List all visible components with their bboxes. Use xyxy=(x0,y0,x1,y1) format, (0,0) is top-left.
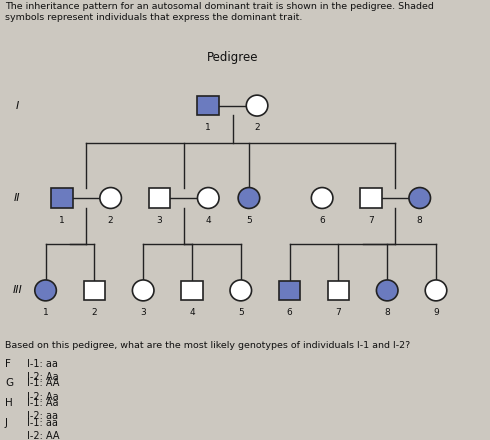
Ellipse shape xyxy=(197,187,219,209)
Text: 2: 2 xyxy=(254,123,260,132)
Bar xyxy=(197,96,219,115)
Bar xyxy=(360,188,382,208)
Text: 6: 6 xyxy=(287,308,293,317)
Text: 4: 4 xyxy=(189,308,195,317)
Text: III: III xyxy=(12,286,22,295)
Text: I-1: aa: I-1: aa xyxy=(27,418,58,428)
Bar xyxy=(84,281,105,300)
Text: I-1: AA: I-1: AA xyxy=(27,378,59,389)
Ellipse shape xyxy=(246,95,268,116)
Ellipse shape xyxy=(376,280,398,301)
Text: 3: 3 xyxy=(157,216,162,224)
Text: Pedigree: Pedigree xyxy=(207,51,258,64)
Bar xyxy=(148,188,170,208)
Text: I-2: Aa: I-2: Aa xyxy=(27,392,59,402)
Text: I-2: aa: I-2: aa xyxy=(27,411,58,422)
Text: 3: 3 xyxy=(140,308,146,317)
Ellipse shape xyxy=(132,280,154,301)
Text: symbols represent individuals that express the dominant trait.: symbols represent individuals that expre… xyxy=(5,13,302,22)
Text: G: G xyxy=(5,378,13,389)
Text: I-1: Aa: I-1: Aa xyxy=(27,398,58,408)
Text: 1: 1 xyxy=(59,216,65,224)
Text: 9: 9 xyxy=(433,308,439,317)
Text: I-2: AA: I-2: AA xyxy=(27,431,59,440)
Bar xyxy=(328,281,349,300)
Ellipse shape xyxy=(409,187,431,209)
Text: The inheritance pattern for an autosomal dominant trait is shown in the pedigree: The inheritance pattern for an autosomal… xyxy=(5,2,434,11)
Bar xyxy=(181,281,203,300)
Text: I-1: aa: I-1: aa xyxy=(27,359,58,369)
Text: 5: 5 xyxy=(238,308,244,317)
Text: Based on this pedigree, what are the most likely genotypes of individuals I-1 an: Based on this pedigree, what are the mos… xyxy=(5,341,410,350)
Text: F: F xyxy=(5,359,11,369)
Text: 6: 6 xyxy=(319,216,325,224)
Ellipse shape xyxy=(100,187,122,209)
Text: 4: 4 xyxy=(205,216,211,224)
Text: 2: 2 xyxy=(92,308,97,317)
Text: 8: 8 xyxy=(417,216,422,224)
Text: 2: 2 xyxy=(108,216,114,224)
Text: J: J xyxy=(5,418,8,428)
Text: 5: 5 xyxy=(246,216,252,224)
Ellipse shape xyxy=(35,280,56,301)
Text: 1: 1 xyxy=(205,123,211,132)
Text: 8: 8 xyxy=(384,308,390,317)
Ellipse shape xyxy=(425,280,447,301)
Text: 7: 7 xyxy=(368,216,374,224)
Text: I-2: Aa: I-2: Aa xyxy=(27,372,59,382)
Text: 1: 1 xyxy=(43,308,49,317)
Text: I: I xyxy=(16,101,19,110)
Bar xyxy=(51,188,73,208)
Text: H: H xyxy=(5,398,13,408)
Text: 7: 7 xyxy=(336,308,341,317)
Bar xyxy=(279,281,300,300)
Ellipse shape xyxy=(238,187,260,209)
Ellipse shape xyxy=(230,280,251,301)
Text: II: II xyxy=(14,193,21,203)
Ellipse shape xyxy=(311,187,333,209)
